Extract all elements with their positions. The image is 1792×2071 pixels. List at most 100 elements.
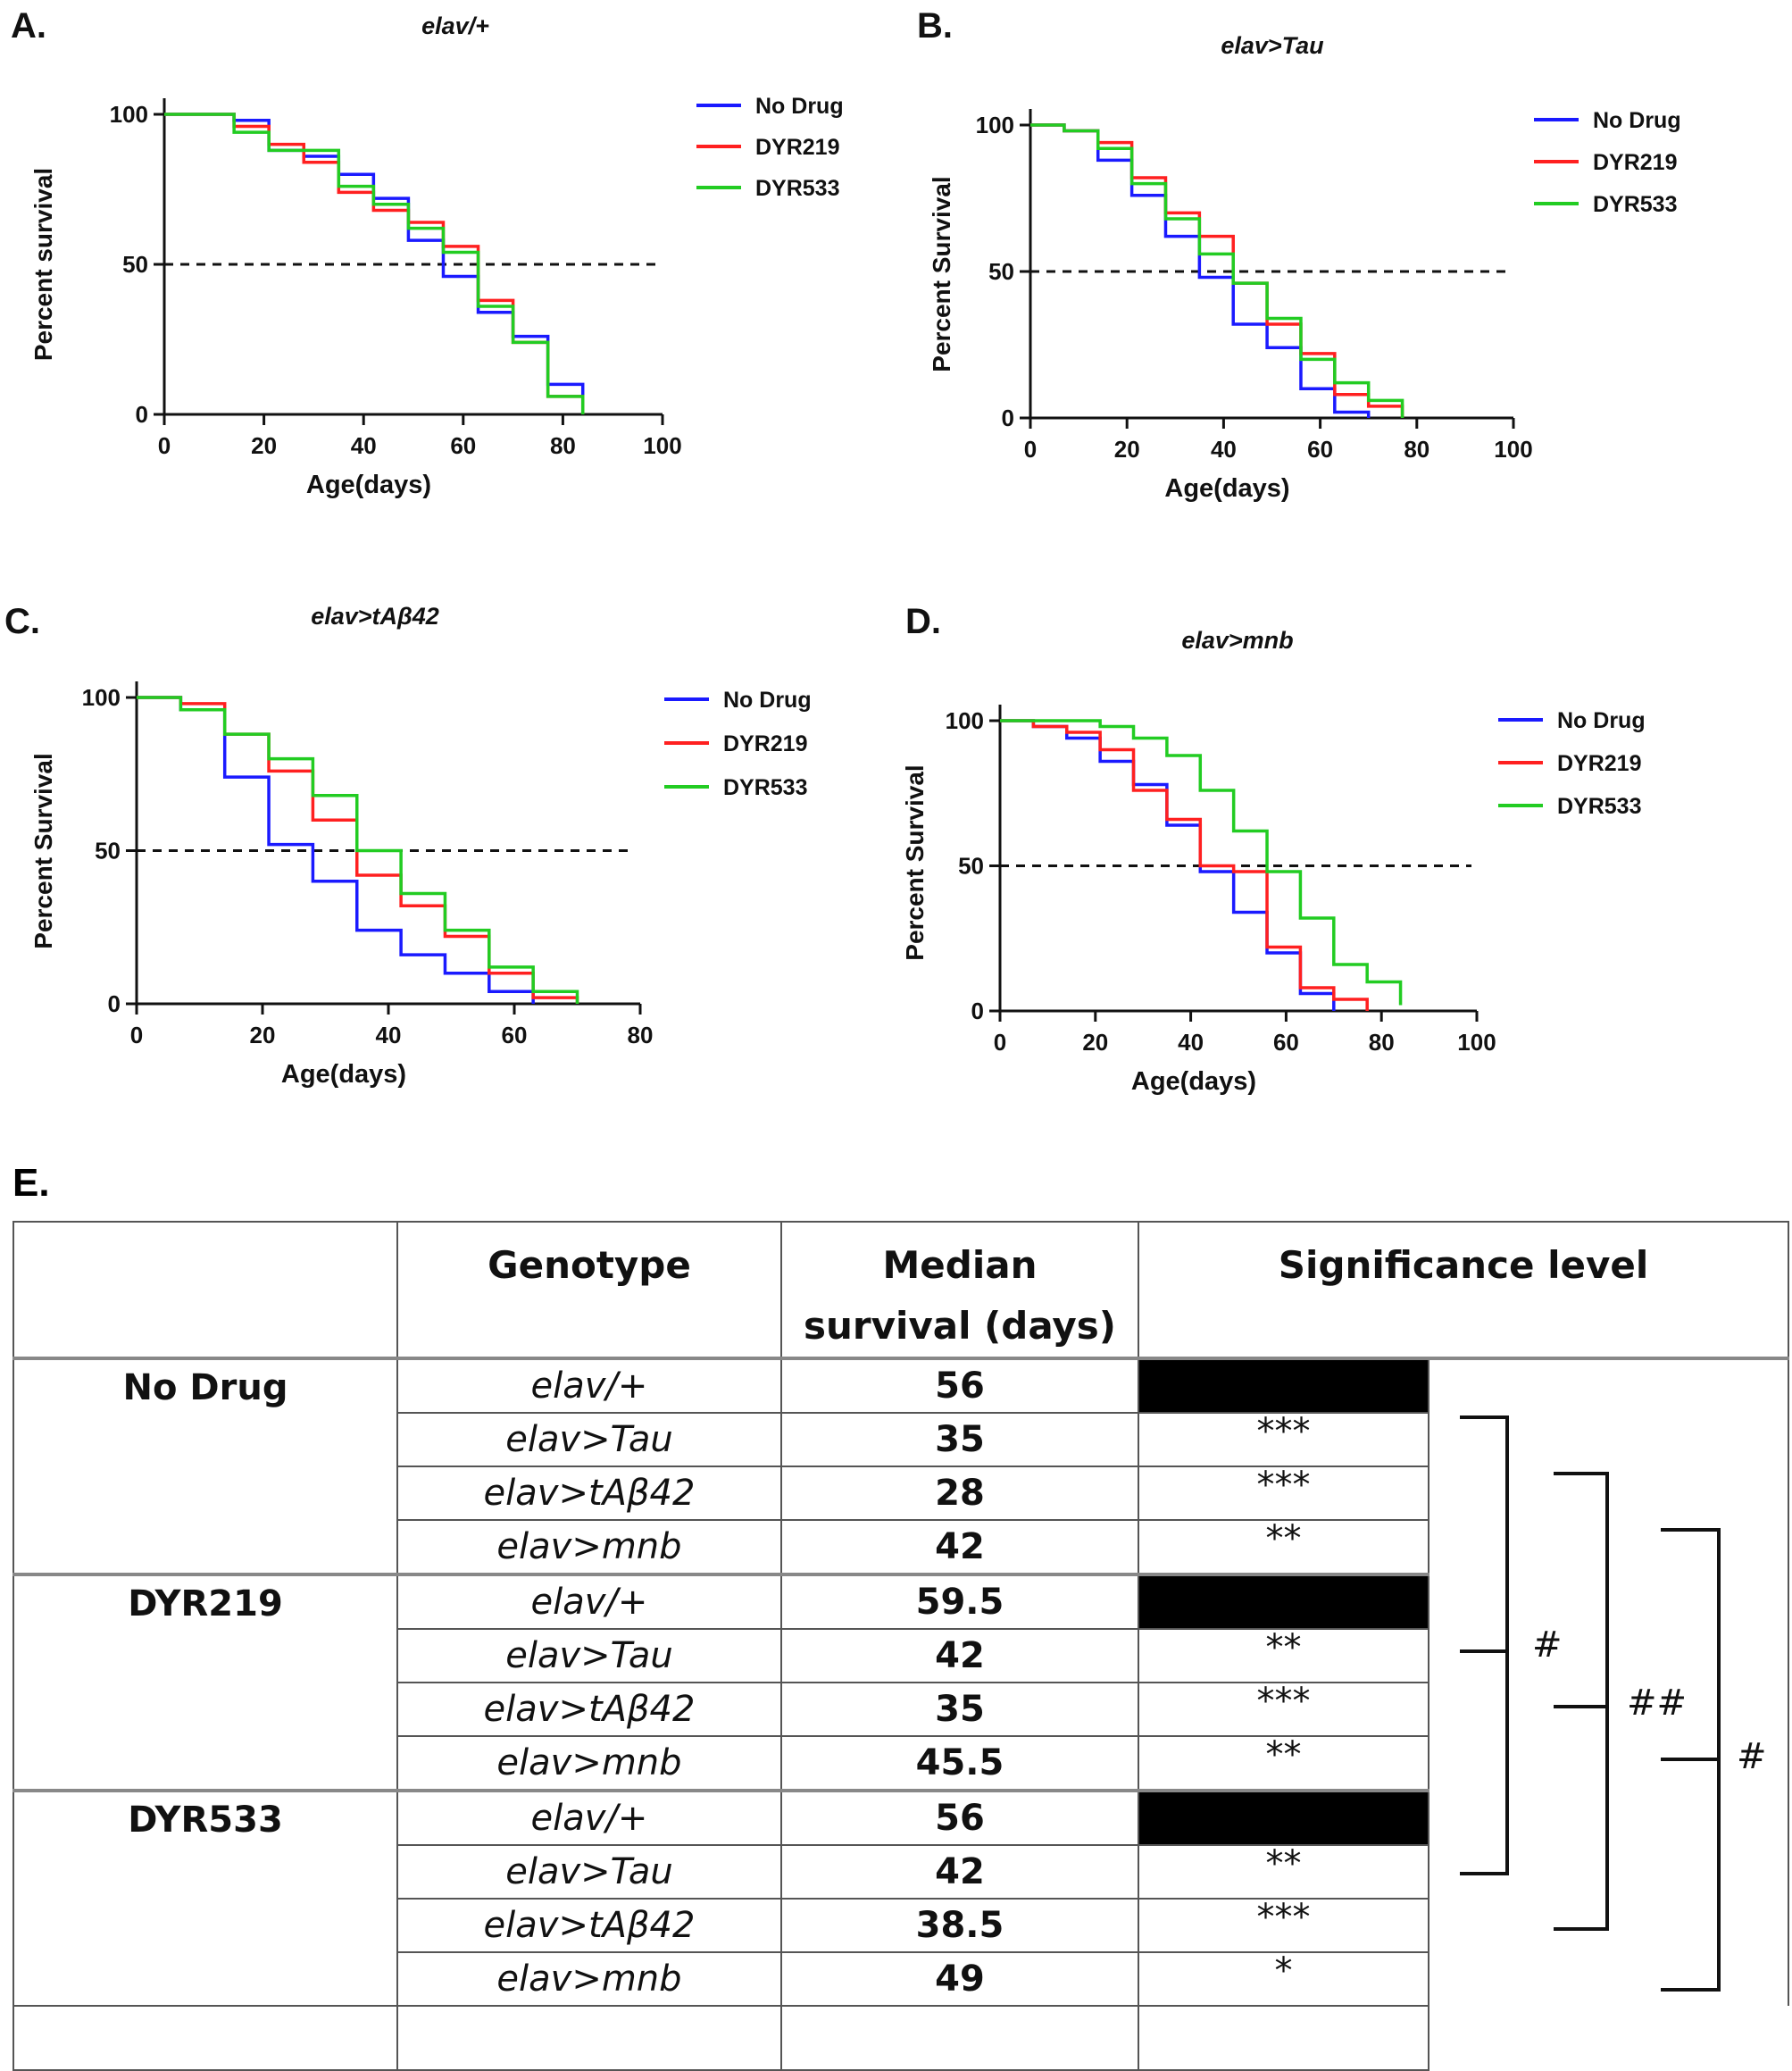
x-tick-label: 20 [1114, 436, 1140, 463]
median-survival-cell: 38.5 [780, 1898, 1139, 1953]
header-significance: Significance level [1137, 1221, 1790, 1359]
median-survival-table: Genotype Median survival (days) Significa… [13, 1221, 1790, 2071]
significance-cell: * [1138, 1951, 1429, 2007]
x-tick-label: 60 [450, 432, 476, 459]
y-tick-label: 100 [976, 112, 1014, 138]
significance-cell: ** [1138, 1628, 1429, 1683]
table-row: elav>mnb 45.5 ** [13, 1735, 1788, 1791]
header-genotype: Genotype [396, 1221, 782, 1359]
x-tick-label: 40 [351, 432, 377, 459]
panel-label: D. [905, 602, 941, 641]
legend-label: No Drug [1593, 108, 1681, 133]
table-row: DYR219 elav/+ 59.5 [13, 1573, 1788, 1791]
legend-label: DYR533 [1557, 794, 1642, 819]
median-survival-cell: 45.5 [780, 1735, 1139, 1791]
table-row: No Drug elav/+ 56 [13, 1357, 1790, 2006]
y-tick-label: 0 [136, 401, 148, 428]
y-tick-label: 100 [82, 684, 121, 711]
median-survival-cell: 49 [780, 1951, 1139, 2007]
y-tick-label: 0 [108, 990, 121, 1017]
y-tick-label: 50 [988, 258, 1014, 285]
header-median-line2: survival (days) [803, 1304, 1116, 1348]
genotype-cell: elav/+ [396, 1573, 782, 1630]
genotype-cell: elav>mnb [396, 1735, 782, 1791]
median-survival-cell: 42 [780, 1519, 1139, 1575]
y-axis-label: Percent Survival [928, 176, 955, 372]
chart-title: elav>mnb [1181, 627, 1293, 654]
significance-cell: *** [1138, 1682, 1429, 1737]
header-empty [13, 1221, 398, 1359]
chart-panel-4: D. elav>mnb 0 20 40 60 80 100 0 50 100 Age(days) Per… [901, 602, 1646, 1096]
x-tick-label: 80 [550, 432, 576, 459]
x-axis-label: Age(days) [1131, 1067, 1256, 1096]
x-tick-label: 80 [1369, 1029, 1395, 1056]
panel-label-e: E. [13, 1161, 50, 1205]
x-tick-label: 20 [251, 432, 277, 459]
treatment-group-label: No Drug [13, 1357, 398, 1575]
x-tick-label: 80 [1404, 436, 1429, 463]
survival-line-dyr219 [1000, 719, 1369, 1011]
significance-cell: *** [1138, 1898, 1429, 1953]
median-survival-cell: 56 [780, 1357, 1139, 1414]
table-row: elav>tAβ42 38.5 *** [13, 1898, 1788, 1953]
genotype-cell: elav>tAβ42 [396, 1898, 782, 1953]
legend-label: DYR219 [1557, 751, 1642, 776]
genotype-cell: elav>tAβ42 [396, 1466, 782, 1521]
chart-panel-3: C. elav>tAβ42 0 20 40 60 80 0 50 100 Age(days) Perc… [4, 602, 812, 1089]
chart-panel-1: A. elav/+ 0 20 40 60 80 100 0 50 100 Age(days) Perce… [11, 6, 844, 499]
bracket-column [1427, 1357, 1790, 2006]
x-tick-label: 100 [1494, 436, 1532, 463]
header-median: Median survival (days) [780, 1221, 1139, 1359]
significance-cell: ** [1138, 1844, 1429, 1900]
x-axis-label: Age(days) [306, 471, 431, 499]
significance-cell: *** [1138, 1412, 1429, 1467]
table-row: elav>tAβ42 28 *** [13, 1466, 1788, 1521]
legend-label: No Drug [1557, 708, 1646, 733]
significance-cell: ** [1138, 1519, 1429, 1575]
legend-label: DYR219 [1593, 150, 1678, 175]
table-row: elav>Tau 35 *** [13, 1412, 1788, 1467]
x-tick-label: 20 [1082, 1029, 1108, 1056]
genotype-cell: elav>Tau [396, 1628, 782, 1683]
genotype-cell: elav>mnb [396, 1951, 782, 2007]
legend-label: DYR533 [1593, 192, 1678, 217]
y-axis-label: Percent Survival [29, 753, 57, 948]
significance-cell [1138, 1789, 1429, 1846]
legend-label: DYR219 [755, 135, 840, 160]
x-tick-label: 40 [1178, 1029, 1204, 1056]
x-tick-label: 100 [643, 432, 681, 459]
table-row: elav>Tau 42 ** [13, 1628, 1788, 1683]
panel-label: B. [917, 6, 953, 46]
x-tick-label: 60 [502, 1022, 528, 1048]
x-tick-label: 20 [250, 1022, 276, 1048]
x-tick-label: 100 [1457, 1029, 1496, 1056]
survival-line-dyr533 [1030, 123, 1404, 418]
table-row: elav>Tau 42 ** [13, 1844, 1788, 1900]
chart-title: elav>Tau [1221, 32, 1324, 59]
y-axis-label: Percent Survival [901, 764, 929, 960]
x-tick-label: 80 [628, 1022, 654, 1048]
x-tick-label: 40 [376, 1022, 402, 1048]
x-axis-label: Age(days) [1164, 474, 1289, 503]
y-tick-label: 50 [958, 853, 984, 880]
median-survival-cell: 35 [780, 1412, 1139, 1467]
y-tick-label: 50 [122, 251, 148, 278]
table-header-row: Genotype Median survival (days) Significa… [13, 1221, 1790, 1359]
genotype-cell: elav>Tau [396, 1844, 782, 1900]
table-row: elav>tAβ42 35 *** [13, 1682, 1788, 1737]
legend-label: DYR219 [723, 731, 808, 756]
y-tick-label: 0 [1002, 405, 1014, 431]
panel-label: A. [11, 6, 46, 46]
treatment-group-label: DYR533 [13, 1789, 398, 2007]
x-tick-label: 0 [994, 1029, 1006, 1056]
legend-label: No Drug [723, 688, 812, 713]
genotype-cell: elav>mnb [396, 1519, 782, 1575]
y-axis-label: Percent survival [29, 168, 57, 361]
y-tick-label: 100 [110, 101, 148, 128]
x-axis-label: Age(days) [281, 1060, 406, 1089]
survival-line-dyr533 [1000, 719, 1403, 1006]
legend-label: No Drug [755, 94, 844, 119]
significance-cell [1138, 1573, 1429, 1630]
median-survival-cell: 59.5 [780, 1573, 1139, 1630]
median-survival-cell: 56 [780, 1789, 1139, 1846]
